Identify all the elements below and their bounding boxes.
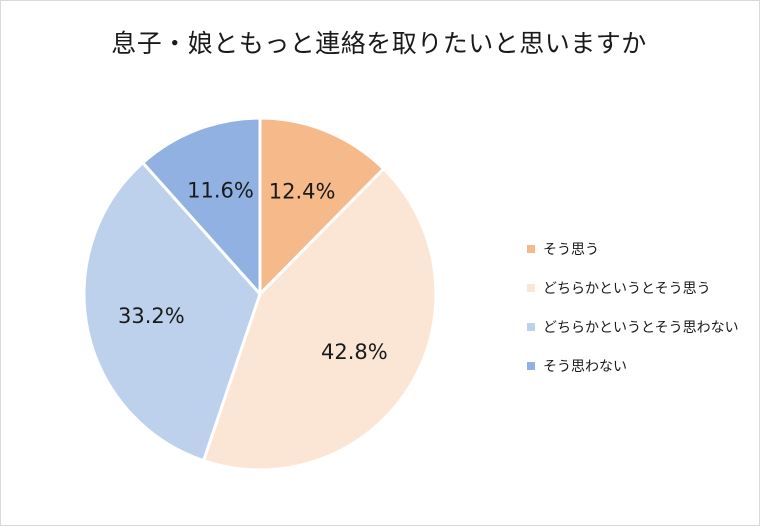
- legend-swatch: [527, 361, 535, 370]
- legend-swatch: [527, 322, 535, 331]
- legend-item-sou-omou: そう思う: [527, 229, 739, 268]
- legend-swatch: [527, 283, 535, 292]
- pie-slice-dochiraka-sou-omowanai: [82, 161, 262, 463]
- legend: そう思う どちらかというとそう思う どちらかというとそう思わない そう思わない: [527, 229, 739, 385]
- pie-slice-sou-omou: [258, 116, 386, 296]
- legend-item-dochiraka-sou-omowanai: どちらかというとそう思わない: [527, 307, 739, 346]
- legend-label: そう思う: [543, 241, 599, 258]
- legend-label: どちらかというとそう思う: [543, 280, 711, 297]
- data-label-sou-omou: 12.4%: [269, 179, 336, 203]
- legend-label: どちらかというとそう思わない: [543, 319, 739, 336]
- legend-label: そう思わない: [543, 358, 627, 375]
- data-label-dochiraka-sou-omou: 42.8%: [321, 340, 388, 364]
- legend-swatch: [527, 244, 535, 253]
- data-label-dochiraka-sou-omowanai: 33.2%: [118, 304, 185, 328]
- pie-slice-dochiraka-sou-omou: [202, 167, 438, 472]
- chart-title: 息子・娘ともっと連絡を取りたいと思いますか: [111, 29, 647, 58]
- data-label-sou-omowanai: 11.6%: [187, 178, 254, 202]
- legend-item-dochiraka-sou-omou: どちらかというとそう思う: [527, 268, 739, 307]
- legend-item-sou-omowanai: そう思わない: [527, 346, 739, 385]
- pie-slice-sou-omowanai: [141, 116, 262, 296]
